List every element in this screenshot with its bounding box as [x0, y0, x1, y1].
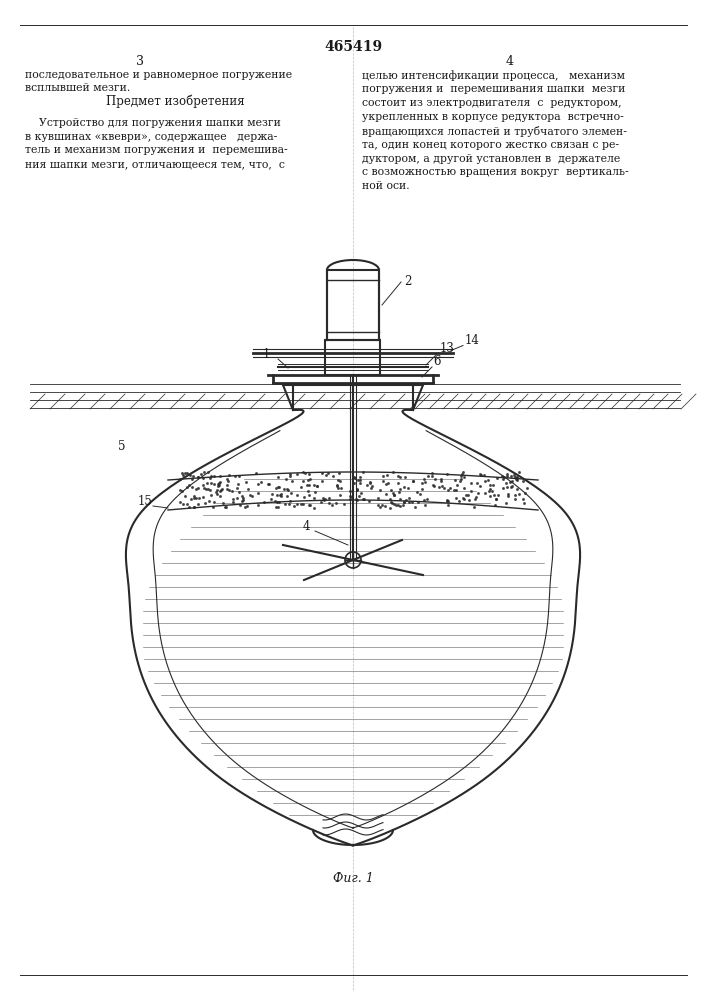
- Text: 3: 3: [136, 55, 144, 68]
- Text: 13: 13: [440, 342, 455, 355]
- Text: 4: 4: [303, 520, 310, 533]
- Text: Фиг. 1: Фиг. 1: [332, 872, 373, 885]
- Text: Предмет изобретения: Предмет изобретения: [105, 95, 245, 108]
- Bar: [327, 270, 379, 340]
- Text: 5: 5: [118, 440, 126, 453]
- Text: 465419: 465419: [324, 40, 382, 54]
- Text: 2: 2: [404, 275, 411, 288]
- Text: 6: 6: [433, 355, 440, 368]
- Text: 14: 14: [465, 334, 480, 348]
- Text: последовательное и равномерное погружение
всплывшей мезги.: последовательное и равномерное погружени…: [25, 70, 292, 93]
- Text: целью интенсификации процесса,   механизм
погружения и  перемешивания шапки  мез: целью интенсификации процесса, механизм …: [362, 70, 629, 191]
- Bar: [325, 340, 380, 375]
- Text: 15: 15: [138, 495, 153, 508]
- Text: Устройство для погружения шапки мезги
в кувшинах «квеври», содержащее   держа-
т: Устройство для погружения шапки мезги в …: [25, 118, 288, 169]
- Text: 4: 4: [506, 55, 514, 68]
- Text: 1: 1: [263, 348, 270, 361]
